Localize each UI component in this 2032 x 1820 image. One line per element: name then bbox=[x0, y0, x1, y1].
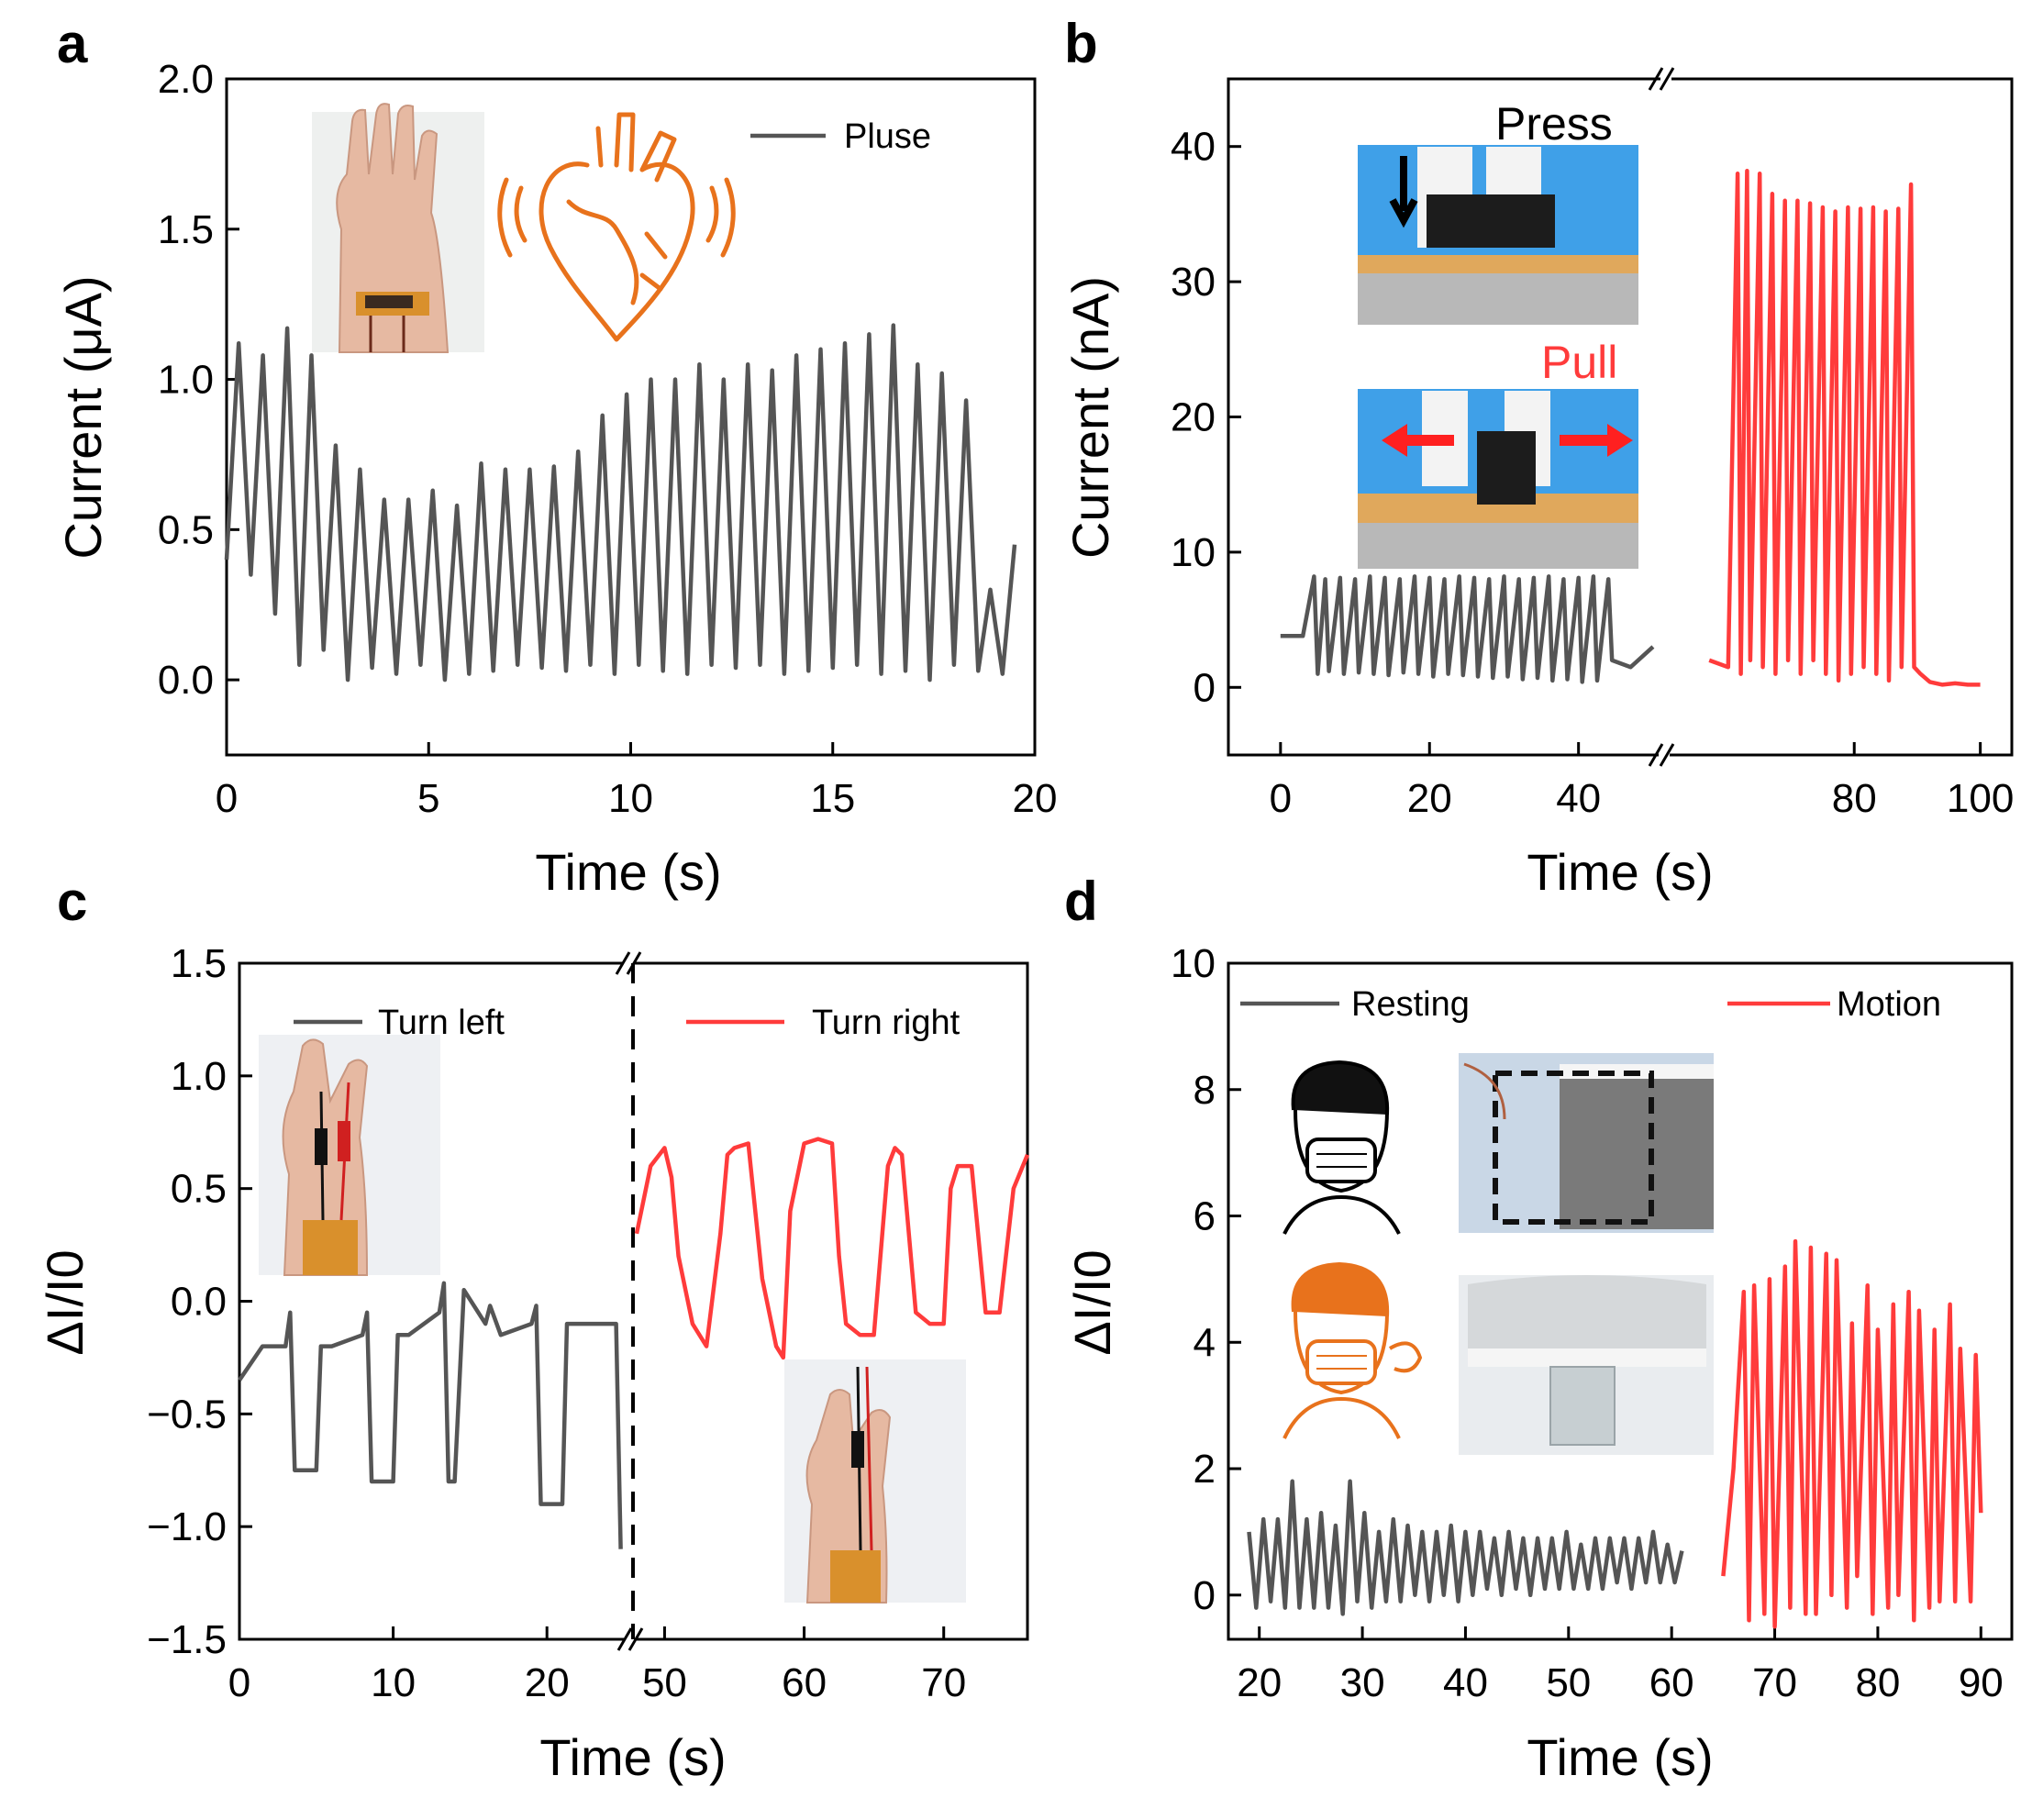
panel-b-ytick-label: 40 bbox=[1171, 125, 1216, 170]
panel-b-label-press: Press bbox=[1495, 98, 1613, 150]
panel-d-ytick-label: 8 bbox=[1194, 1068, 1216, 1113]
panel-a-wrist-photo bbox=[312, 103, 484, 353]
panel-b-xtick-label: 20 bbox=[1407, 776, 1452, 821]
panel-b-axis-break bbox=[1648, 67, 1675, 767]
panel-a-xtick-label: 0 bbox=[216, 776, 238, 821]
panel-d-xtick-label: 30 bbox=[1340, 1660, 1385, 1705]
panel-d-series-resting bbox=[1247, 1479, 1684, 1616]
panel-c: c 0 10 20 50 60 70 −1.5 −1.0 −0.5 0.0 0.5 1.0 1.5 Ti… bbox=[36, 871, 1030, 1786]
panel-b-press-photo bbox=[1358, 145, 1638, 325]
panel-letter-c: c bbox=[57, 871, 87, 932]
panel-b-pull-photo bbox=[1358, 389, 1638, 569]
panel-c-xtick-label: 0 bbox=[228, 1660, 250, 1705]
panel-b-series-press bbox=[1280, 574, 1655, 684]
panel-c-xtick-label: 60 bbox=[782, 1660, 827, 1705]
panel-d-xtick-label: 70 bbox=[1752, 1660, 1797, 1705]
panel-d-xtick-label: 90 bbox=[1959, 1660, 2004, 1705]
panel-a-ytick-label: 2.0 bbox=[158, 57, 214, 102]
panel-b-series-pull bbox=[1708, 168, 1981, 687]
panel-b-xlabel: Time (s) bbox=[1527, 843, 1713, 901]
panel-c-hand-photo-left bbox=[259, 1035, 440, 1276]
panel-c-xtick-label: 20 bbox=[525, 1660, 570, 1705]
panel-letter-a: a bbox=[57, 13, 88, 74]
person-mask-icon bbox=[1261, 1050, 1419, 1235]
panel-d-xtick-label: 40 bbox=[1443, 1660, 1488, 1705]
panel-a-xtick-label: 5 bbox=[417, 776, 439, 821]
panel-a-xtick-label: 15 bbox=[810, 776, 855, 821]
panel-d-xtick-label: 50 bbox=[1546, 1660, 1591, 1705]
panel-c-xtick-label: 50 bbox=[642, 1660, 687, 1705]
panel-b-xtick-label: 0 bbox=[1270, 776, 1292, 821]
panel-c-ytick-label: 0.5 bbox=[171, 1167, 227, 1212]
panel-a-ytick-label: 1.5 bbox=[158, 207, 214, 252]
panel-d-ytick-label: 2 bbox=[1194, 1447, 1216, 1492]
panel-d-plot-frame bbox=[1227, 961, 2014, 1641]
panel-c-series-turn-left bbox=[238, 1281, 623, 1549]
panel-d-xtick-label: 20 bbox=[1237, 1660, 1282, 1705]
panel-b-xtick-label: 40 bbox=[1556, 776, 1601, 821]
panel-a-ytick-label: 0.5 bbox=[158, 507, 214, 552]
panel-d-xlabel: Time (s) bbox=[1527, 1728, 1713, 1786]
heart-icon bbox=[497, 112, 736, 342]
panel-d-ytick-label: 4 bbox=[1194, 1320, 1216, 1365]
panel-b-label-pull: Pull bbox=[1541, 337, 1617, 388]
panel-a-ylabel: Current (μA) bbox=[54, 275, 112, 559]
panel-a-xtick-label: 20 bbox=[1013, 776, 1058, 821]
panel-c-ytick-label: −0.5 bbox=[147, 1392, 227, 1437]
panel-d-legend-label-motion: Motion bbox=[1837, 985, 1941, 1024]
arrow-left-icon bbox=[1382, 424, 1454, 457]
panel-d-ytick-label: 0 bbox=[1194, 1573, 1216, 1618]
panel-b: b 0 20 40 80 100 0 10 20 30 40 Time (s) Current (… bbox=[1061, 13, 2014, 901]
arrow-right-icon bbox=[1560, 424, 1633, 457]
panel-c-xtick-label: 70 bbox=[921, 1660, 966, 1705]
panel-a: a 0 5 10 15 20 0.0 0.5 1.0 1.5 2.0 Time (s) Curre… bbox=[54, 13, 1057, 901]
arrow-down-icon bbox=[1389, 156, 1418, 228]
panel-c-xlabel: Time (s) bbox=[539, 1728, 726, 1786]
panel-c-ytick-label: −1.0 bbox=[147, 1504, 227, 1549]
panel-c-ytick-label: 1.0 bbox=[171, 1054, 227, 1099]
panel-c-hand-photo-right bbox=[784, 1359, 966, 1604]
panel-a-legend-label: Pluse bbox=[844, 117, 931, 156]
panel-c-legend-label-right: Turn right bbox=[812, 1004, 960, 1042]
panel-a-series-pluse bbox=[224, 323, 1017, 682]
panel-d-mask-photo-bottom bbox=[1459, 1275, 1714, 1455]
panel-c-ytick-label: 0.0 bbox=[171, 1280, 227, 1325]
panel-c-ytick-label: 1.5 bbox=[171, 941, 227, 986]
panel-b-ytick-label: 30 bbox=[1171, 260, 1216, 305]
panel-a-xtick-label: 10 bbox=[608, 776, 653, 821]
panel-d-mask-photo-top bbox=[1459, 1053, 1714, 1233]
panel-c-xtick-label: 10 bbox=[371, 1660, 416, 1705]
panel-a-xlabel: Time (s) bbox=[535, 843, 721, 901]
panel-letter-d: d bbox=[1064, 871, 1098, 932]
panel-letter-b: b bbox=[1064, 13, 1098, 74]
panel-b-ytick-label: 10 bbox=[1171, 530, 1216, 575]
panel-a-ytick-label: 1.0 bbox=[158, 358, 214, 403]
panel-d-xtick-label: 80 bbox=[1855, 1660, 1900, 1705]
panel-d-ytick-label: 6 bbox=[1194, 1194, 1216, 1239]
panel-a-ytick-label: 0.0 bbox=[158, 658, 214, 703]
panel-d-ylabel: ΔI/I0 bbox=[1063, 1249, 1121, 1355]
panel-d-xtick-label: 60 bbox=[1649, 1660, 1694, 1705]
person-breathing-icon bbox=[1261, 1255, 1423, 1439]
panel-d-ytick-label: 10 bbox=[1171, 941, 1216, 986]
panel-c-ylabel: ΔI/I0 bbox=[36, 1249, 94, 1355]
panel-c-series-turn-right bbox=[634, 1137, 1030, 1360]
panel-c-ytick-label: −1.5 bbox=[147, 1617, 227, 1662]
panel-d-series-motion bbox=[1721, 1238, 1983, 1629]
panel-b-ytick-label: 0 bbox=[1194, 665, 1216, 710]
panel-b-ylabel: Current (nA) bbox=[1061, 276, 1119, 559]
panel-b-ytick-label: 20 bbox=[1171, 395, 1216, 440]
panel-d-legend-label-resting: Resting bbox=[1351, 985, 1470, 1024]
panel-b-xtick-label: 100 bbox=[1947, 776, 2014, 821]
panel-b-xtick-label: 80 bbox=[1832, 776, 1877, 821]
panel-d: d 20 30 40 50 60 70 80 90 0 2 4 6 8 10 Time (s) ΔI/I0… bbox=[1063, 871, 2014, 1786]
